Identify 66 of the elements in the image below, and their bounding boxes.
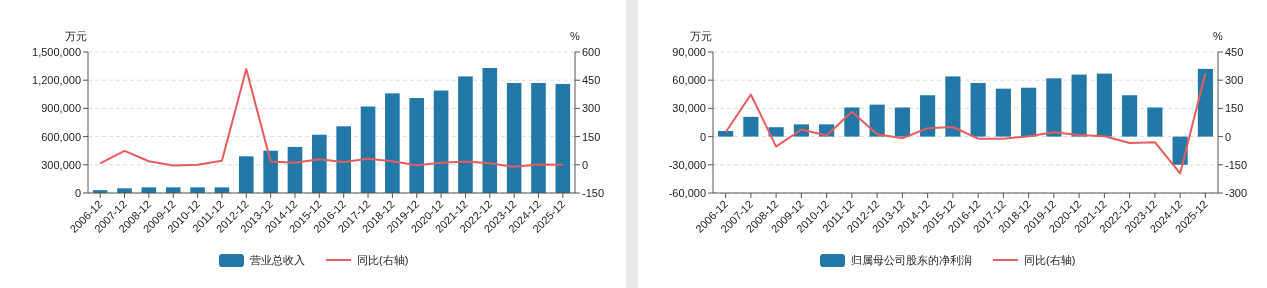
bar [165,187,181,193]
bar [743,116,759,137]
bar [433,90,449,193]
y2-tick-label: 0 [1225,130,1232,143]
bar [531,83,546,193]
y-tick-label: 600,000 [41,130,81,143]
y2-tick-label: -150 [582,187,605,199]
y-tick-label: 300,000 [41,158,81,171]
line-series [724,72,1207,175]
bar [360,106,376,193]
y2-axis-title: % [1213,30,1224,42]
y2-tick-label: 300 [582,102,601,115]
y-axis-title: 万元 [690,30,712,42]
bar [1147,107,1163,137]
bar [718,130,734,137]
bar [894,107,910,137]
y-tick-label: 90,000 [672,46,706,58]
bar [555,83,571,193]
y2-tick-label: 300 [1225,74,1244,87]
y2-tick-label: -300 [1225,187,1248,199]
y2-tick-label: 0 [582,158,589,171]
bar [263,150,278,193]
bar [385,93,400,193]
bar [844,107,860,137]
bar [1046,78,1062,137]
y-tick-label: 0 [74,187,81,199]
y2-tick-label: 150 [582,130,601,143]
bar [768,127,784,137]
y-tick-label: -30,000 [668,158,706,171]
y-tick-label: 30,000 [672,102,706,115]
y2-tick-label: 450 [582,74,601,87]
y-tick-label: 1,500,000 [32,46,81,58]
bar [920,95,936,137]
legend-label: 同比(右轴) [357,254,409,266]
y2-tick-label: -150 [1225,158,1248,171]
y-tick-label: -60,000 [668,187,706,199]
bar [1096,73,1112,137]
bar [312,134,327,193]
bar [970,83,986,137]
bar [506,83,522,193]
y-axis-title: 万元 [65,30,87,42]
y-tick-label: 900,000 [41,102,81,115]
y2-axis-title: % [570,30,581,42]
y2-tick-label: 450 [1225,46,1244,58]
y-tick-label: 60,000 [672,74,706,87]
bar [190,187,205,193]
legend-label: 营业总收入 [250,254,305,266]
legend-label: 同比(右轴) [1024,254,1076,266]
bar [409,98,425,193]
bar [1122,95,1138,137]
bar [1021,87,1037,137]
bar [482,67,498,193]
bar [458,76,473,193]
bar [995,88,1011,137]
y2-tick-label: 600 [582,46,601,58]
bar [336,126,351,193]
bar [869,104,885,137]
legend-label: 归属母公司股东的净利润 [851,254,972,266]
bar [1197,68,1213,137]
bar [238,156,254,193]
y-tick-label: 0 [699,130,706,143]
bar [945,76,961,137]
bar [1071,74,1087,137]
y-tick-label: 1,200,000 [32,74,81,87]
y2-tick-label: 150 [1225,102,1244,115]
line-series [99,68,564,168]
